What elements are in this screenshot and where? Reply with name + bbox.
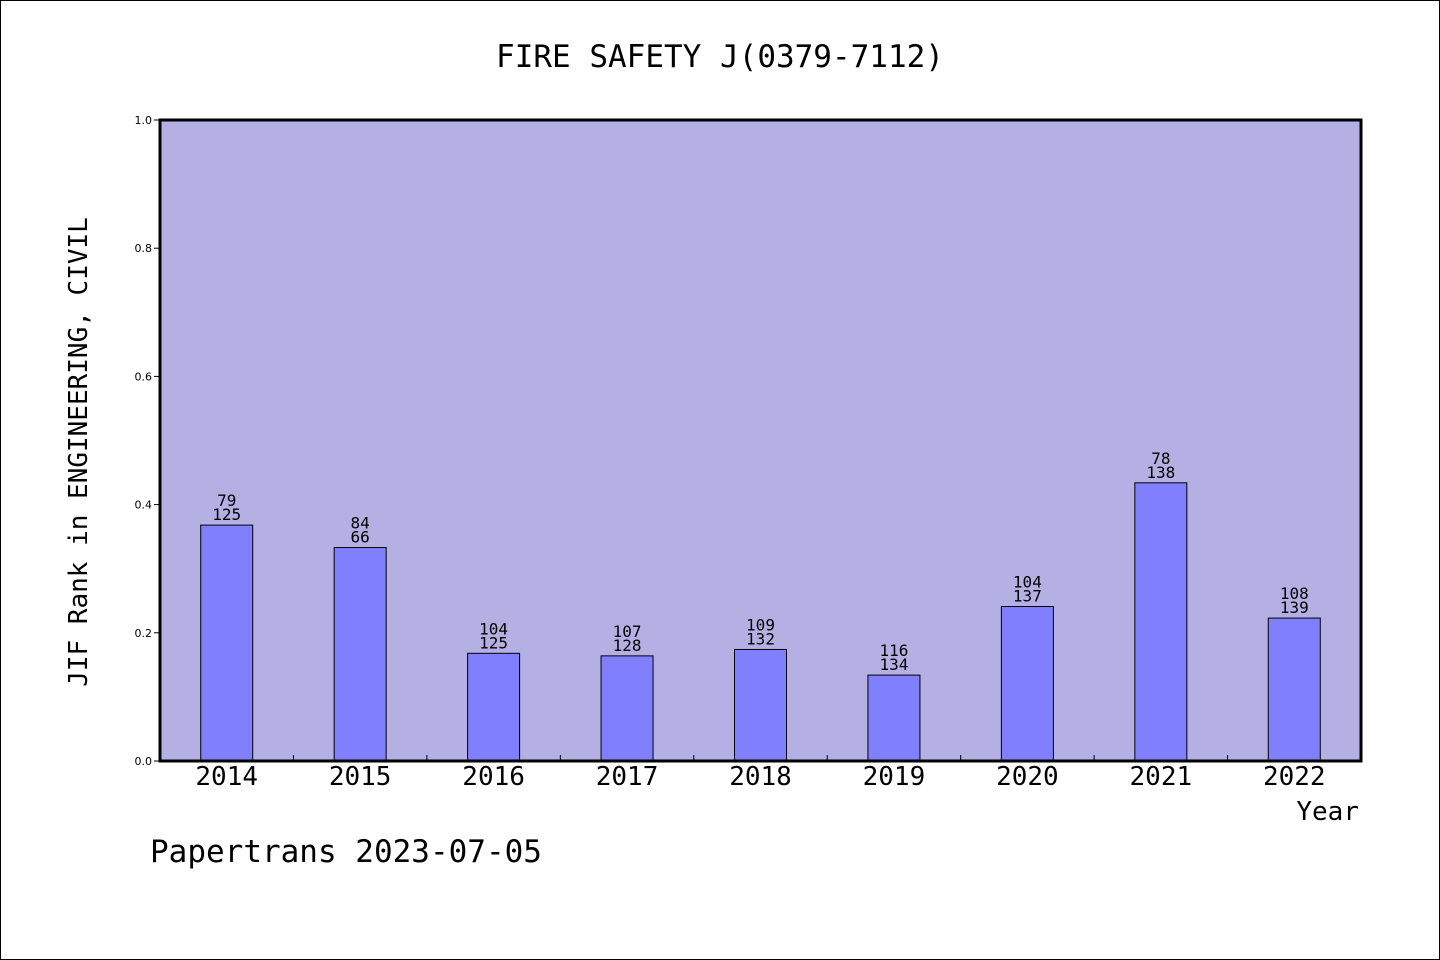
bar-2018 [734, 648, 787, 762]
bar-label-bottom-2017: 128 [613, 636, 642, 655]
bar-label-bottom-2022: 139 [1280, 598, 1309, 617]
bar-label-bottom-2015: 66 [351, 528, 370, 547]
watermark-text: Papertrans 2023-07-05 [150, 834, 542, 870]
y-axis-label: JIF Rank in ENGINEERING, CIVIL [64, 217, 94, 687]
bar-label-bottom-2019: 134 [879, 655, 908, 674]
y-tick-label: 0.8 [135, 242, 153, 255]
bar-label-top-2018: 109 [746, 615, 775, 634]
x-tick-label-2019: 2019 [863, 762, 926, 792]
x-tick-label-2021: 2021 [1130, 762, 1193, 792]
y-tick-label: 0.0 [135, 755, 153, 768]
y-tick-label: 0.4 [135, 499, 153, 512]
bar-label-bottom-2016: 125 [479, 633, 508, 652]
bar-label-top-2019: 116 [879, 641, 908, 660]
bar-2022 [1267, 617, 1321, 762]
plot-border [158, 118, 1363, 763]
bars-layer [200, 482, 1321, 762]
bar-2020 [1000, 606, 1054, 762]
bar-2019 [867, 674, 921, 762]
bar-label-top-2016: 104 [479, 619, 508, 638]
y-tick-label: 0.2 [135, 627, 153, 640]
chart-title: FIRE SAFETY J(0379-7112) [496, 39, 944, 75]
bar-2017 [600, 655, 654, 762]
bar-2021 [1134, 482, 1188, 762]
y-tick-label: 1.0 [135, 114, 153, 127]
bar-label-bottom-2014: 125 [212, 505, 241, 524]
bar-label-top-2020: 104 [1013, 573, 1042, 592]
bar-label-top-2022: 108 [1280, 584, 1309, 603]
bar-2014 [200, 524, 254, 762]
x-tick-label-2020: 2020 [996, 762, 1059, 792]
bar-label-top-2021: 78 [1151, 449, 1170, 468]
x-tick-label-2014: 2014 [195, 762, 258, 792]
x-axis: 2014 2015 2016 2017 2018 2019 2020 2021 2022 [195, 755, 1326, 792]
bar-label-top-2014: 79 [217, 491, 236, 510]
x-tick-label-2017: 2017 [596, 762, 659, 792]
x-tick-label-2018: 2018 [729, 762, 792, 792]
bar-label-bottom-2018: 132 [746, 629, 775, 648]
x-tick-label-2022: 2022 [1263, 762, 1326, 792]
x-axis-label: Year [1296, 797, 1359, 827]
bar-label-bottom-2020: 137 [1013, 587, 1042, 606]
x-tick-label-2015: 2015 [329, 762, 392, 792]
x-tick-label-2016: 2016 [462, 762, 525, 792]
bar-2015 [333, 547, 387, 762]
bar-2016 [467, 652, 521, 762]
y-tick-label: 0.6 [135, 370, 153, 383]
bar-label-top-2015: 84 [351, 514, 370, 533]
bar-label-bottom-2021: 138 [1146, 463, 1175, 482]
bar-label-top-2017: 107 [613, 622, 642, 641]
y-axis: 0.0 0.2 0.4 0.6 0.8 1.0 [135, 114, 160, 768]
